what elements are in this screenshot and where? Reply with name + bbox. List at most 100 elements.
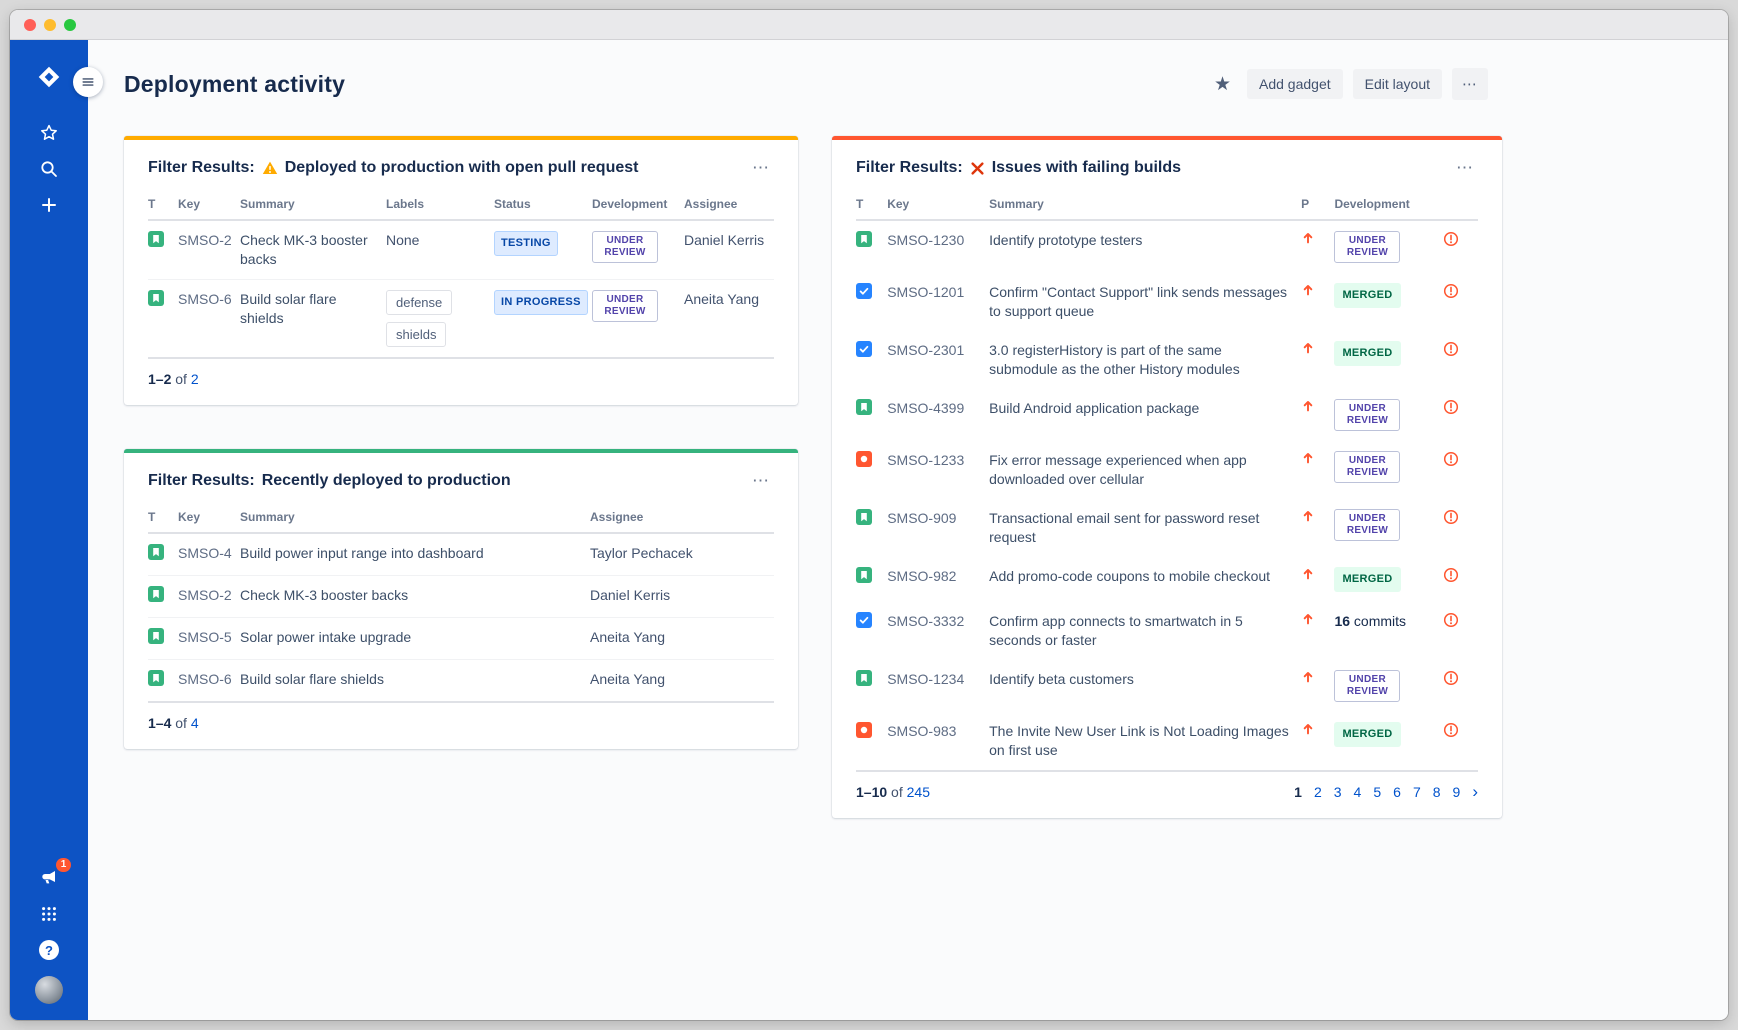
issue-summary[interactable]: 3.0 registerHistory is part of the same … [989,342,1240,377]
issue-summary[interactable]: Solar power intake upgrade [240,617,590,660]
issue-summary[interactable]: Identify beta customers [989,671,1134,687]
issue-summary[interactable]: Confirm "Contact Support" link sends mes… [989,284,1287,319]
issue-summary[interactable]: Identify prototype testers [989,232,1143,248]
issue-key[interactable]: SMSO-4399 [887,400,965,416]
development-badge[interactable]: UNDER REVIEW [1334,231,1401,263]
issue-row[interactable]: SMSO-1230 Identify prototype testers UND… [856,220,1478,273]
edit-layout-button[interactable]: Edit layout [1352,69,1442,99]
total-results-link[interactable]: 4 [190,715,199,731]
development-badge[interactable]: UNDER REVIEW [1334,399,1401,431]
issue-key[interactable]: SMSO-982 [887,568,957,584]
issue-summary[interactable]: Fix error message experienced when app d… [989,452,1247,487]
issue-key[interactable]: SMSO-1201 [887,284,965,300]
issue-key[interactable]: SMSO-2301 [887,342,965,358]
sidebar-item-help[interactable]: ? [34,935,64,965]
build-error-icon[interactable] [1443,567,1459,583]
page-link[interactable]: 9 [1452,784,1461,800]
issue-row[interactable]: SMSO-4 Build power input range into dash… [148,533,774,576]
issue-summary[interactable]: Build solar flare shields [240,671,384,687]
development-badge[interactable]: UNDER REVIEW [592,231,658,263]
favorite-star-icon[interactable]: ★ [1213,73,1231,95]
issue-key[interactable]: SMSO-6 [178,671,232,687]
development-badge[interactable]: UNDER REVIEW [1334,670,1401,702]
development-badge[interactable]: MERGED [1334,722,1401,747]
issue-key[interactable]: SMSO-2 [178,575,240,618]
build-error-icon[interactable] [1443,231,1459,247]
build-error-icon[interactable] [1443,670,1459,686]
issue-row[interactable]: SMSO-1201 Confirm "Contact Support" link… [856,273,1478,331]
gadget-menu-button[interactable]: ⋯ [748,469,774,493]
issue-row[interactable]: SMSO-1234 Identify beta customers UNDER … [856,660,1478,712]
issue-key[interactable]: SMSO-6 [178,291,232,307]
close-window-button[interactable] [24,18,36,31]
build-error-icon[interactable] [1443,509,1459,525]
issue-row[interactable]: SMSO-2301 3.0 registerHistory is part of… [856,331,1478,389]
sidebar-toggle-button[interactable] [73,67,103,97]
commits-info[interactable]: 16 commits [1334,613,1407,629]
zoom-window-button[interactable] [64,18,76,31]
dashboard-more-button[interactable]: ⋯ [1452,68,1488,100]
issue-row[interactable]: SMSO-2 Check MK-3 booster backs Daniel K… [148,575,774,618]
label-chip[interactable]: shields [386,322,447,347]
sidebar-item-create[interactable] [34,190,64,220]
issue-key[interactable]: SMSO-1230 [887,232,965,248]
gadget-menu-button[interactable]: ⋯ [1452,156,1478,180]
issue-summary[interactable]: Build solar flare shields [240,291,337,326]
issue-row[interactable]: SMSO-5 Solar power intake upgrade Aneita… [148,617,774,660]
page-link[interactable]: 7 [1412,784,1421,800]
minimize-window-button[interactable] [44,18,56,31]
total-results-link[interactable]: 245 [906,784,930,800]
gadget-menu-button[interactable]: ⋯ [748,156,774,180]
issue-key[interactable]: SMSO-2 [178,220,240,280]
build-error-icon[interactable] [1443,283,1459,299]
issue-key[interactable]: SMSO-5 [178,617,240,660]
issue-summary[interactable]: Check MK-3 booster backs [240,220,386,280]
issue-row[interactable]: SMSO-2 Check MK-3 booster backs None TES… [148,220,774,280]
add-gadget-button[interactable]: Add gadget [1247,69,1343,99]
page-link[interactable]: 8 [1432,784,1441,800]
page-link[interactable]: 2 [1313,784,1322,800]
issue-summary[interactable]: Confirm app connects to smartwatch in 5 … [989,613,1243,648]
page-link[interactable]: 6 [1393,784,1401,800]
sidebar-item-starred[interactable] [34,118,64,148]
build-error-icon[interactable] [1443,451,1459,467]
issue-row[interactable]: SMSO-1233 Fix error message experienced … [856,441,1478,499]
page-link[interactable]: 4 [1353,784,1362,800]
issue-key[interactable]: SMSO-983 [887,723,957,739]
page-link[interactable]: 3 [1333,784,1342,800]
issue-row[interactable]: SMSO-6 Build solar flare shields Aneita … [148,660,774,702]
issue-key[interactable]: SMSO-909 [887,510,957,526]
issue-row[interactable]: SMSO-6 Build solar flare shields defense… [148,280,774,358]
development-badge[interactable]: UNDER REVIEW [1334,451,1401,483]
sidebar-item-app-switcher[interactable] [34,899,64,929]
development-badge[interactable]: MERGED [1334,567,1401,592]
development-badge[interactable]: UNDER REVIEW [1334,509,1401,541]
issue-row[interactable]: SMSO-3332 Confirm app connects to smartw… [856,602,1478,660]
build-error-icon[interactable] [1443,612,1459,628]
issue-summary[interactable]: Add promo-code coupons to mobile checkou… [989,568,1271,584]
issue-summary[interactable]: Build power input range into dashboard [240,533,590,576]
development-badge[interactable]: UNDER REVIEW [592,290,658,322]
issue-key[interactable]: SMSO-1234 [887,671,965,687]
development-badge[interactable]: MERGED [1334,283,1401,308]
issue-key[interactable]: SMSO-1233 [887,452,965,468]
build-error-icon[interactable] [1443,341,1459,357]
sidebar-item-search[interactable] [34,154,64,184]
issue-row[interactable]: SMSO-4399 Build Android application pack… [856,389,1478,441]
issue-summary[interactable]: Transactional email sent for password re… [989,510,1260,545]
build-error-icon[interactable] [1443,399,1459,415]
user-avatar[interactable] [35,976,63,1004]
next-page-chevron-icon[interactable]: › [1472,782,1478,801]
issue-summary[interactable]: Build Android application package [989,400,1200,416]
development-badge[interactable]: MERGED [1334,341,1401,366]
issue-key[interactable]: SMSO-3332 [887,613,965,629]
issue-row[interactable]: SMSO-982 Add promo-code coupons to mobil… [856,557,1478,602]
issue-row[interactable]: SMSO-909 Transactional email sent for pa… [856,499,1478,557]
sidebar-item-notifications[interactable]: 1 [34,858,71,893]
issue-key[interactable]: SMSO-4 [178,533,240,576]
build-error-icon[interactable] [1443,722,1459,738]
page-current[interactable]: 1 [1294,784,1302,800]
issue-row[interactable]: SMSO-983 The Invite New User Link is Not… [856,712,1478,770]
total-results-link[interactable]: 2 [190,371,199,387]
label-chip[interactable]: defense [386,290,453,315]
